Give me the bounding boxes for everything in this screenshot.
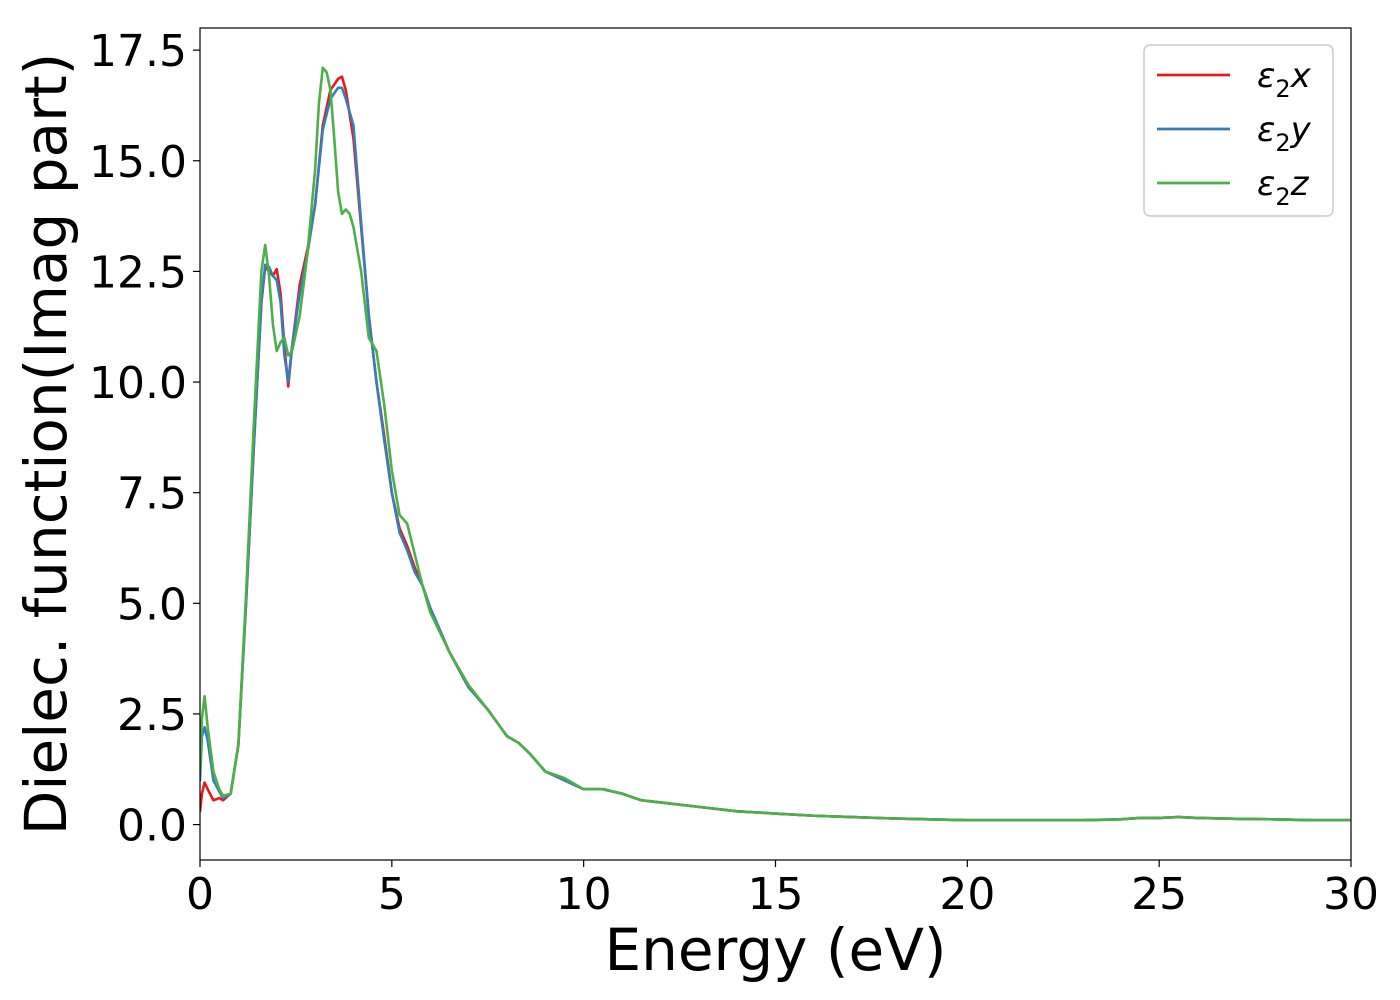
legend-label-subscript: 2 <box>1275 183 1290 211</box>
x-axis-ticks: 0 5 10 15 20 25 30 <box>186 860 1379 920</box>
legend-item-y: ε2y <box>1157 110 1312 157</box>
y-tick-label: 17.5 <box>89 26 187 77</box>
legend-label: ε2z <box>1257 164 1310 211</box>
x-tick-label: 15 <box>748 869 804 920</box>
series-line-z <box>200 66 1351 822</box>
legend-label-base: ε <box>1257 164 1275 204</box>
legend-item-z: ε2z <box>1157 164 1310 211</box>
legend-item-x: ε2x <box>1157 56 1312 103</box>
x-tick-label: 25 <box>1131 869 1187 920</box>
legend-label-variable: y <box>1290 110 1312 150</box>
legend-label-base: ε <box>1257 56 1275 96</box>
y-tick-label: 10.0 <box>89 358 187 409</box>
legend-label-variable: x <box>1290 56 1312 96</box>
x-tick-label: 30 <box>1323 869 1379 920</box>
x-axis-title: Energy (eV) <box>604 916 946 984</box>
legend-label-subscript: 2 <box>1275 75 1290 103</box>
x-tick-label: 0 <box>186 869 214 920</box>
y-tick-label: 2.5 <box>117 690 187 741</box>
y-tick-label: 12.5 <box>89 247 187 298</box>
legend-box <box>1143 44 1334 217</box>
y-tick-label: 5.0 <box>117 579 187 630</box>
x-tick-label: 10 <box>556 869 612 920</box>
y-axis-title: Dielec. function(Imag part) <box>12 53 80 836</box>
legend-label: ε2x <box>1257 56 1312 103</box>
x-tick-label: 20 <box>939 869 995 920</box>
legend-label: ε2y <box>1257 110 1312 157</box>
y-tick-label: 15.0 <box>89 137 187 188</box>
plot-lines <box>200 66 1351 822</box>
x-tick-label: 5 <box>378 869 406 920</box>
legend-label-subscript: 2 <box>1275 129 1290 157</box>
y-axis-ticks: 0.0 2.5 5.0 7.5 10.0 12.5 15.0 17.5 <box>89 26 200 852</box>
legend-label-variable: z <box>1290 164 1310 204</box>
legend-label-base: ε <box>1257 110 1275 150</box>
y-tick-label: 7.5 <box>117 469 187 520</box>
y-tick-label: 0.0 <box>117 801 187 852</box>
